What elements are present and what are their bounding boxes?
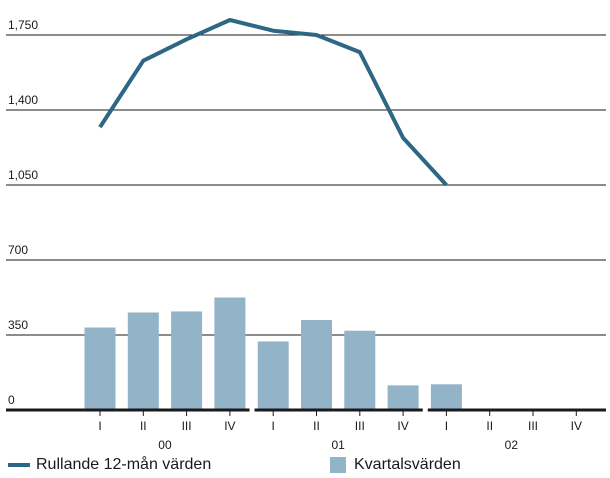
x-tick-label: I xyxy=(272,419,275,433)
bar xyxy=(301,320,332,410)
bar xyxy=(171,311,203,410)
x-tick-label: IV xyxy=(397,419,408,433)
x-tick-label: II xyxy=(313,419,320,433)
year-label: 02 xyxy=(505,438,519,452)
legend-line-swatch xyxy=(8,463,30,467)
bar xyxy=(344,330,376,410)
y-tick-label: 0 xyxy=(8,393,15,407)
bar xyxy=(430,384,462,410)
x-tick-label: III xyxy=(182,419,192,433)
year-label: 01 xyxy=(331,438,345,452)
legend-bar-swatch xyxy=(330,457,346,473)
x-tick-label: I xyxy=(445,419,448,433)
x-tick-label: IV xyxy=(224,419,235,433)
year-label: 00 xyxy=(158,438,172,452)
x-tick-label: IV xyxy=(571,419,582,433)
y-tick-label: 350 xyxy=(8,318,28,332)
bar xyxy=(127,312,159,410)
bar xyxy=(84,327,116,410)
x-tick-label: III xyxy=(355,419,365,433)
y-tick-label: 1,400 xyxy=(8,93,38,107)
bar xyxy=(387,385,419,410)
legend-bar-label: Kvartalsvärden xyxy=(354,456,461,473)
rolling-12-month-line xyxy=(98,18,448,187)
x-tick-label: II xyxy=(140,419,147,433)
bar xyxy=(257,341,289,410)
y-tick-label: 1,750 xyxy=(8,18,38,32)
legend-item-bar: Kvartalsvärden xyxy=(330,456,461,474)
legend-line-label: Rullande 12-mån värden xyxy=(36,456,212,473)
x-tick-label: II xyxy=(486,419,493,433)
x-tick-label: III xyxy=(528,419,538,433)
legend: Rullande 12-mån värden Kvartalsvärden xyxy=(0,456,610,478)
y-tick-label: 1,050 xyxy=(8,168,38,182)
y-tick-label: 700 xyxy=(8,243,28,257)
x-tick-label: I xyxy=(98,419,101,433)
legend-item-line: Rullande 12-mån värden xyxy=(8,456,211,474)
bar xyxy=(214,297,246,410)
